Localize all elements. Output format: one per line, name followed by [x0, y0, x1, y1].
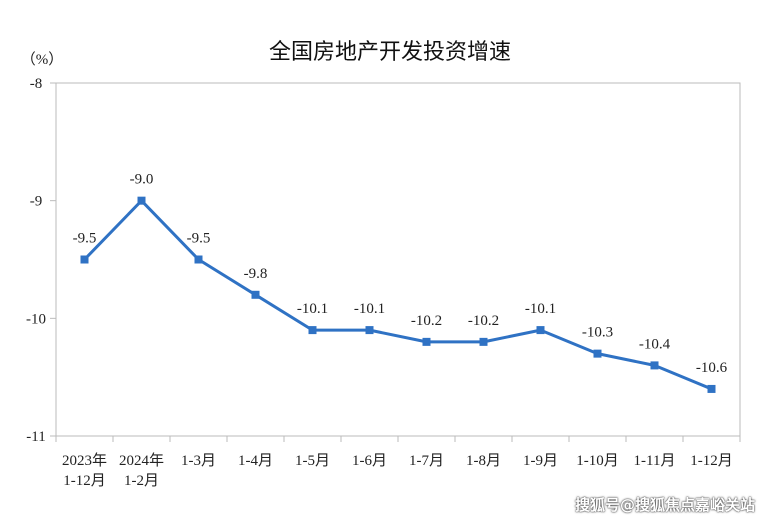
x-tick-label: 1-7月 — [409, 453, 444, 469]
data-point — [308, 326, 317, 335]
data-label: -10.6 — [696, 360, 728, 376]
y-axis-unit: （%） — [21, 51, 64, 68]
watermark: 搜狐号@搜狐焦点嘉峪关站 — [574, 496, 755, 514]
data-label: -10.3 — [582, 325, 613, 341]
data-label: -10.2 — [411, 313, 442, 329]
x-tick-label: 1-11月 — [634, 453, 676, 469]
data-point — [137, 196, 146, 205]
x-tick-label: 1-6月 — [352, 453, 387, 469]
data-point — [251, 290, 260, 299]
x-tick-label: 1-12月 — [690, 453, 733, 469]
y-tick-label: -11 — [26, 429, 45, 445]
data-point — [80, 255, 89, 264]
data-point — [593, 349, 602, 358]
plot-frame — [55, 82, 741, 437]
data-point — [479, 337, 488, 346]
x-tick-label: 2024年 — [119, 452, 164, 469]
data-label: -10.1 — [525, 301, 556, 317]
x-tick-label: 1-8月 — [466, 453, 501, 469]
x-tick-label: 1-12月 — [63, 473, 106, 489]
data-point — [422, 337, 431, 346]
data-label: -10.4 — [639, 336, 671, 352]
data-label: -9.8 — [244, 266, 268, 282]
data-label: -9.5 — [187, 231, 211, 247]
data-point — [365, 326, 374, 335]
x-tick-label: 1-2月 — [124, 473, 159, 489]
y-tick-label: -8 — [30, 76, 43, 92]
x-tick-label: 1-3月 — [181, 453, 216, 469]
x-tick-label: 2023年 — [62, 452, 107, 469]
data-point — [650, 361, 659, 370]
x-tick-label: 1-10月 — [576, 453, 619, 469]
series-line — [83, 199, 713, 391]
data-point — [194, 255, 203, 264]
data-label: -10.2 — [468, 313, 499, 329]
chart-title: 全国房地产开发投资增速 — [269, 40, 511, 65]
data-label: -9.0 — [130, 172, 154, 188]
data-label: -10.1 — [297, 301, 328, 317]
x-tick-label: 1-9月 — [523, 453, 558, 469]
x-tick-label: 1-4月 — [238, 453, 273, 469]
y-tick-label: -10 — [26, 311, 46, 327]
x-tick-label: 1-5月 — [295, 453, 330, 469]
data-point — [707, 384, 716, 393]
data-point — [536, 326, 545, 335]
y-tick-label: -9 — [30, 194, 43, 210]
data-label: -10.1 — [354, 301, 385, 317]
data-label: -9.5 — [73, 231, 97, 247]
